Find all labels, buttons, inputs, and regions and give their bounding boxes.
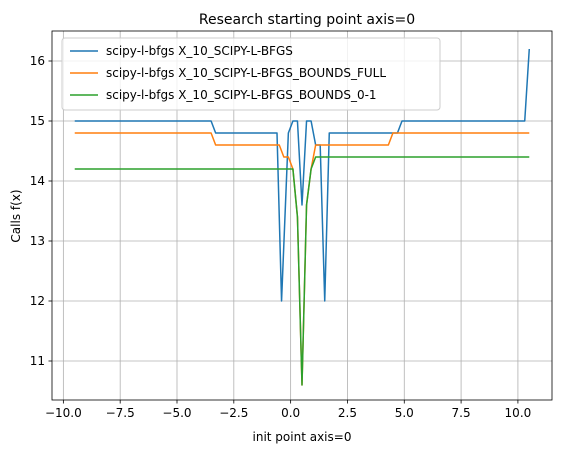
x-tick-label: 10.0 xyxy=(505,406,532,420)
x-tick-label: 2.5 xyxy=(338,406,357,420)
chart-title: Research starting point axis=0 xyxy=(199,12,415,28)
x-tick-label: 7.5 xyxy=(452,406,471,420)
x-tick-label: 5.0 xyxy=(395,406,414,420)
legend-box xyxy=(61,37,441,111)
series-lines xyxy=(74,48,531,386)
y-tick-label: 13 xyxy=(30,234,45,248)
legend-label-1: scipy-l-bfgs X_10_SCIPY-L-BFGS xyxy=(106,44,293,58)
x-tick-label: −7.5 xyxy=(106,406,135,420)
y-tick-label: 16 xyxy=(30,54,45,68)
y-axis-label: Calls f(x) xyxy=(9,189,23,242)
legend-label-2: scipy-l-bfgs X_10_SCIPY-L-BFGS_BOUNDS_FU… xyxy=(106,66,386,80)
x-tick-label: −2.5 xyxy=(219,406,248,420)
x-tick-label: −5.0 xyxy=(162,406,191,420)
y-tick-label: 15 xyxy=(30,114,45,128)
y-tick-label: 12 xyxy=(30,294,45,308)
x-tick-label: 0.0 xyxy=(281,406,300,420)
legend-label-3: scipy-l-bfgs X_10_SCIPY-L-BFGS_BOUNDS_0-… xyxy=(106,88,377,102)
y-tick-label: 11 xyxy=(30,354,45,368)
series-line-3 xyxy=(74,156,530,386)
x-axis-label: init point axis=0 xyxy=(253,430,352,444)
axis-ticks: −10.0 −7.5 −5.0 −2.5 0.0 2.5 5.0 7.5 10.0 11 12 13 1… xyxy=(30,54,532,420)
legend: scipy-l-bfgs X_10_SCIPY-L-BFGS scipy-l-bf… xyxy=(61,37,441,111)
y-tick-label: 14 xyxy=(30,174,45,188)
plot-frame xyxy=(51,30,553,401)
x-tick-label: −10.0 xyxy=(45,406,82,420)
